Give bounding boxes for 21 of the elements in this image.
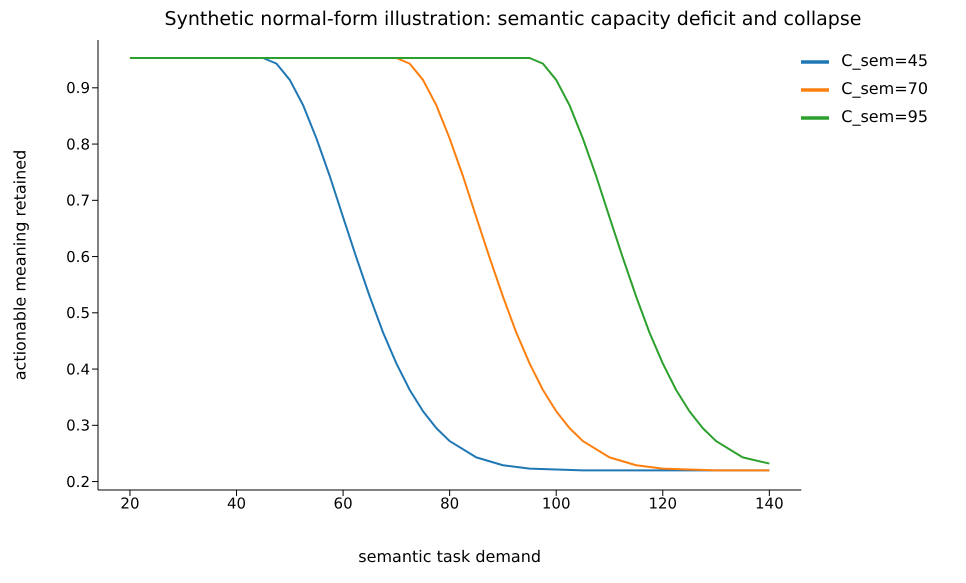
y-tick-label: 0.9 (66, 79, 90, 98)
y-tick-label: 0.6 (66, 248, 90, 266)
legend-label: C_sem=45 (841, 51, 928, 70)
y-tick-label: 0.8 (66, 135, 90, 154)
y-axis-title: actionable meaning retained (10, 150, 30, 380)
y-tick-label: 0.7 (66, 192, 90, 210)
y-tick-label: 0.3 (66, 416, 90, 435)
x-tick-label: 20 (120, 494, 140, 513)
y-tick-label: 0.5 (66, 304, 90, 322)
y-tick-label: 0.2 (66, 472, 90, 491)
x-tick-label: 80 (440, 494, 460, 513)
chart-title: Synthetic normal-form illustration: semantic capacity deficit and collapse (164, 8, 862, 30)
x-tick-label: 120 (648, 494, 678, 513)
x-tick-label: 60 (334, 494, 353, 513)
x-tick-label: 100 (542, 494, 571, 513)
y-tick-label: 0.4 (66, 360, 90, 378)
legend-label: C_sem=95 (841, 107, 928, 126)
x-axis-title: semantic task demand (358, 547, 542, 566)
x-tick-label: 40 (226, 494, 246, 513)
x-tick-label: 140 (755, 494, 784, 513)
legend-label: C_sem=70 (841, 79, 928, 98)
